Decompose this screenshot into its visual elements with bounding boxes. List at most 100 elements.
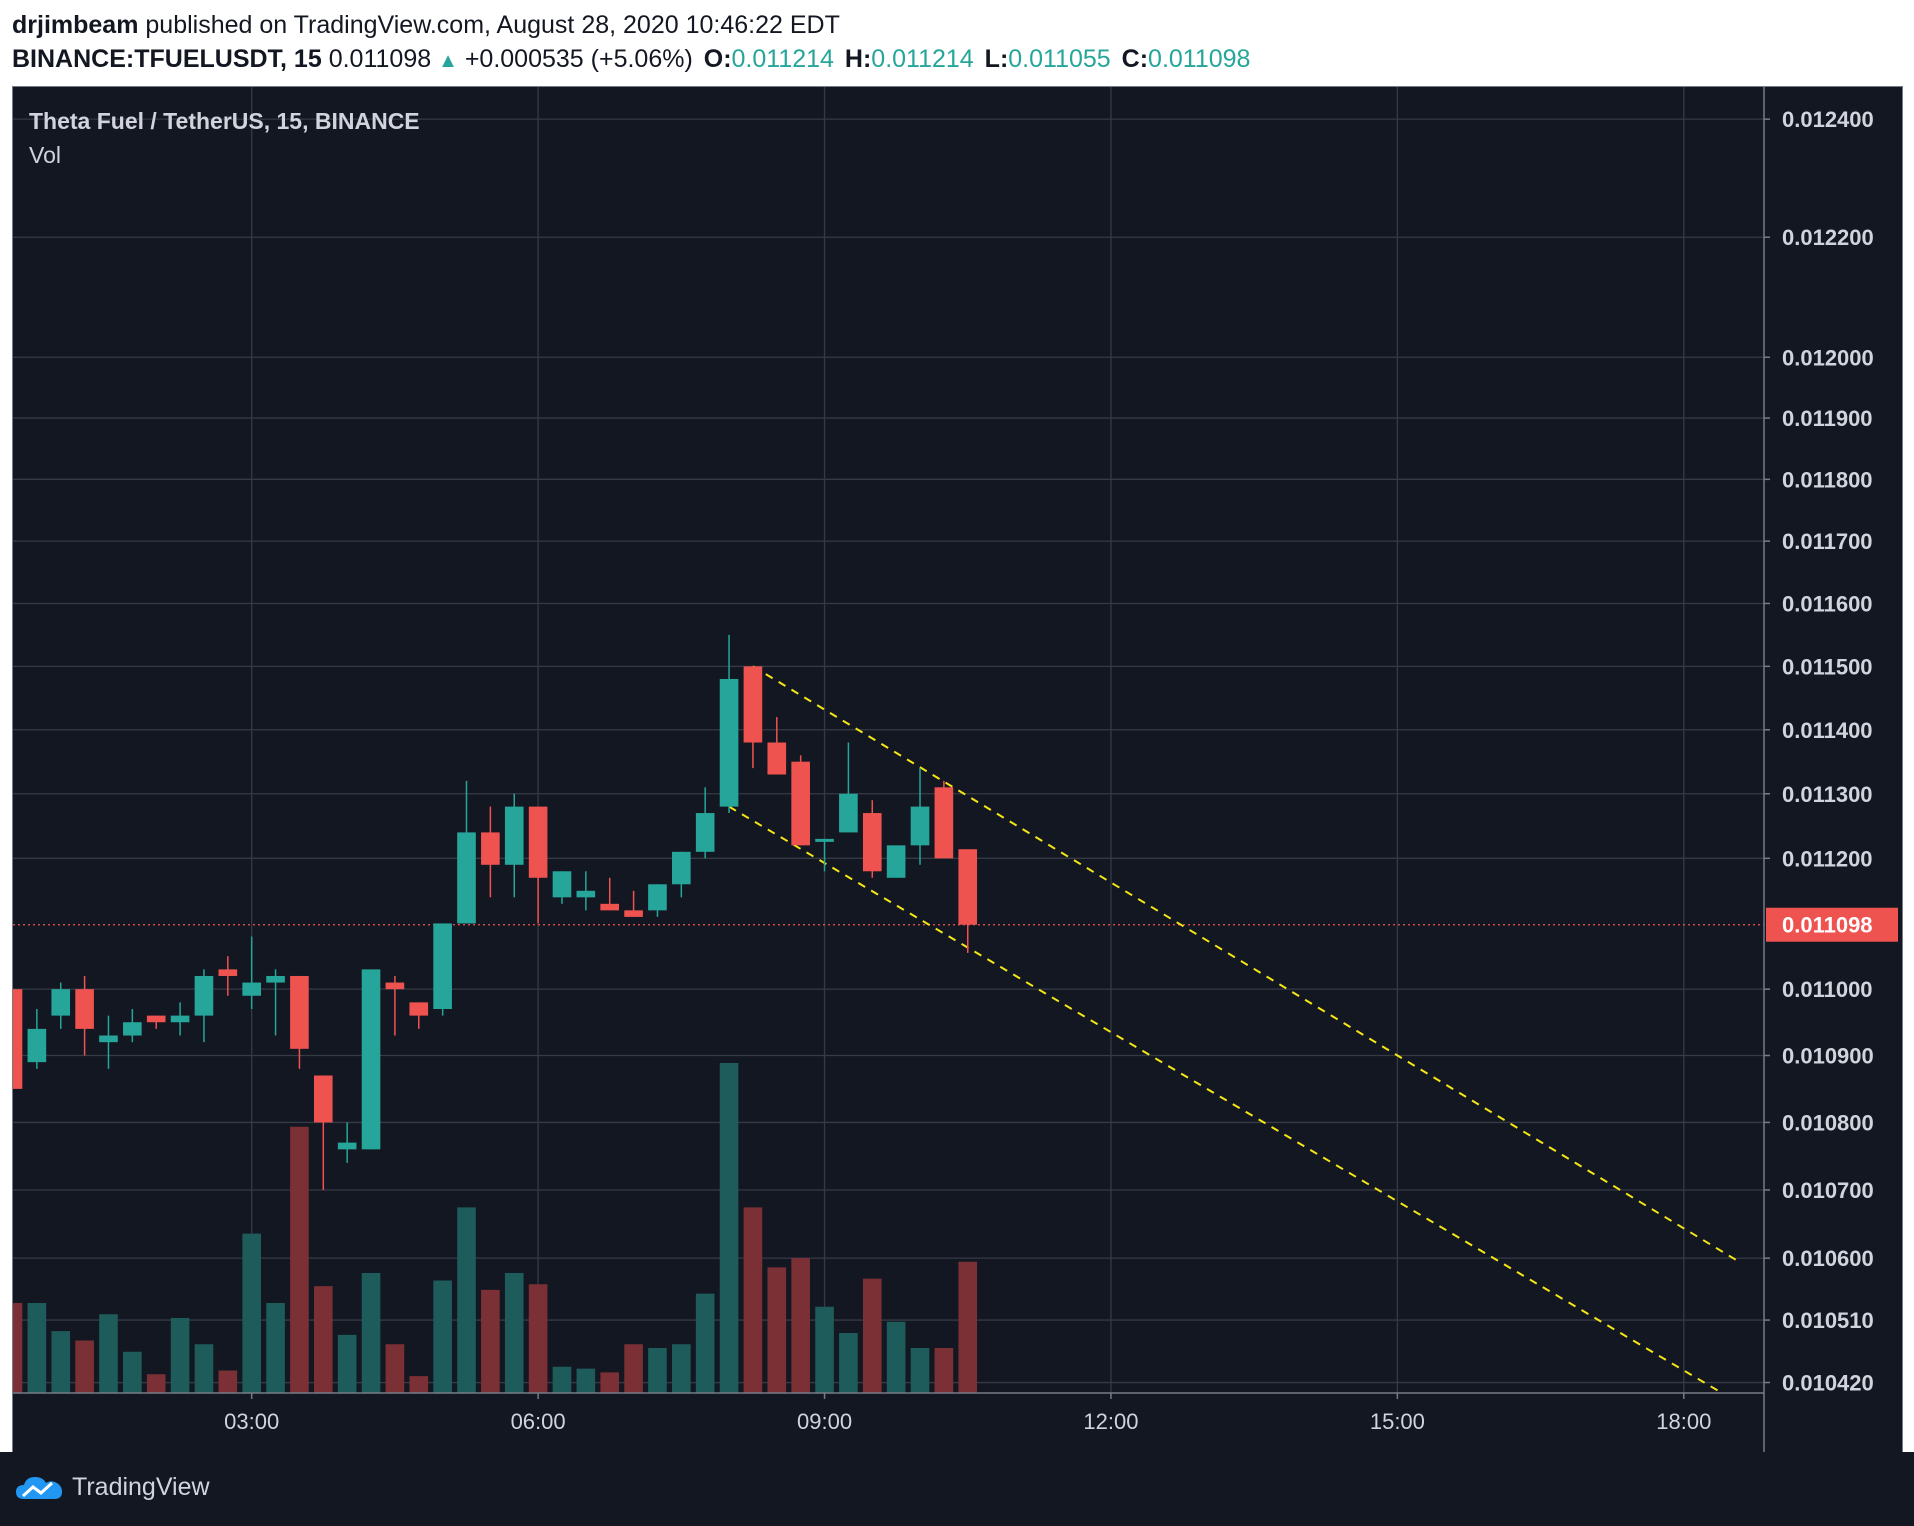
price-tick-label: 0.010900 bbox=[1782, 1043, 1874, 1068]
price-tick-label: 0.011600 bbox=[1782, 591, 1873, 616]
trendline bbox=[728, 805, 1723, 1394]
volume-bar bbox=[337, 1334, 357, 1393]
volume-bar bbox=[862, 1278, 882, 1393]
price-tick-label: 0.010600 bbox=[1782, 1246, 1874, 1271]
candle-body bbox=[27, 1028, 47, 1063]
price-tick-label: 0.011300 bbox=[1782, 782, 1873, 807]
candle-body bbox=[552, 871, 572, 898]
candle-body bbox=[672, 851, 691, 885]
time-tick-label: 03:00 bbox=[224, 1409, 279, 1434]
publish-header: drjimbeam published on TradingView.com, … bbox=[12, 8, 1902, 76]
candle-body bbox=[313, 1075, 333, 1123]
last-price-label: 0.011098 bbox=[1766, 907, 1898, 942]
price-tick-label: 0.010510 bbox=[1782, 1308, 1874, 1333]
candle-body bbox=[886, 845, 906, 878]
brand-text: TradingView bbox=[72, 1472, 210, 1501]
low-label: L: bbox=[984, 45, 1009, 73]
volume-bar bbox=[910, 1348, 930, 1393]
volume-bar bbox=[242, 1233, 261, 1393]
close-value: 0.011098 bbox=[1148, 45, 1251, 73]
price-tick-label: 0.012400 bbox=[1782, 107, 1874, 132]
candle-body bbox=[146, 1015, 166, 1023]
volume-bar bbox=[433, 1280, 452, 1393]
high-value: 0.011214 bbox=[871, 45, 974, 73]
candle-body bbox=[99, 1035, 118, 1043]
candle-body bbox=[13, 989, 23, 1089]
low-value: 0.011055 bbox=[1008, 45, 1111, 73]
volume-bar bbox=[481, 1289, 500, 1393]
last-price-badge-text: 0.011098 bbox=[1782, 913, 1873, 938]
candle-body bbox=[337, 1142, 357, 1150]
candle-body bbox=[504, 806, 524, 865]
published-text: published on TradingView.com, August 28,… bbox=[145, 11, 840, 39]
candle-body bbox=[266, 975, 285, 983]
footer: TradingView bbox=[0, 1452, 1914, 1526]
volume-bar bbox=[743, 1207, 763, 1393]
volume-bar bbox=[99, 1314, 118, 1393]
candles bbox=[13, 634, 978, 1190]
time-axis[interactable]: 03:00 06:00 09:00 12:00 15:00 18:00 bbox=[224, 1393, 1711, 1434]
volume-bar bbox=[313, 1286, 333, 1393]
volume-bar bbox=[75, 1340, 94, 1393]
last-price-badge bbox=[1766, 907, 1898, 942]
open-value: 0.011214 bbox=[731, 45, 834, 73]
time-tick-label: 12:00 bbox=[1083, 1409, 1138, 1434]
author-name[interactable]: drjimbeam bbox=[12, 11, 139, 39]
price-tick-label: 0.010800 bbox=[1782, 1110, 1874, 1135]
grid-lines bbox=[13, 87, 1764, 1393]
candle-body bbox=[481, 832, 500, 865]
high-label: H: bbox=[844, 45, 872, 73]
candle-body bbox=[719, 678, 739, 807]
volume-bar bbox=[648, 1348, 667, 1393]
price-tick-label: 0.012000 bbox=[1782, 345, 1874, 370]
volume-bar bbox=[457, 1207, 476, 1393]
time-tick-label: 18:00 bbox=[1656, 1409, 1711, 1434]
price-axis[interactable]: 0.012400 0.012200 0.012000 0.011900 0.011800… bbox=[1764, 107, 1874, 1396]
close-label: C: bbox=[1121, 45, 1149, 73]
volume-bar bbox=[719, 1063, 739, 1393]
volume-bar bbox=[815, 1306, 834, 1393]
candle-body bbox=[51, 989, 71, 1016]
volume-bar bbox=[600, 1372, 620, 1393]
candle-body bbox=[75, 989, 94, 1029]
volume-bar bbox=[576, 1368, 596, 1393]
candle-body bbox=[194, 975, 214, 1016]
volume-bar bbox=[839, 1333, 858, 1393]
tradingview-brand[interactable]: TradingView bbox=[14, 1472, 210, 1502]
volume-bar bbox=[170, 1318, 190, 1393]
candle-body bbox=[218, 969, 238, 976]
candle-body bbox=[457, 832, 476, 924]
volume-bar bbox=[361, 1273, 381, 1393]
price-tick-label: 0.011200 bbox=[1782, 846, 1873, 871]
symbol-name: BINANCE:TFUELUSDT, 15 bbox=[12, 45, 322, 73]
chart-legend-title[interactable]: Theta Fuel / TetherUS, 15, BINANCE bbox=[29, 108, 420, 134]
volume-bar bbox=[51, 1331, 71, 1393]
price-tick-label: 0.011800 bbox=[1782, 467, 1873, 492]
volume-bar bbox=[385, 1344, 405, 1393]
candle-body bbox=[433, 923, 452, 1009]
chart-container[interactable]: 0.012400 0.012200 0.012000 0.011900 0.011800… bbox=[12, 86, 1903, 1454]
volume-bars bbox=[13, 1063, 978, 1393]
candle-body bbox=[123, 1022, 142, 1036]
publish-line: drjimbeam published on TradingView.com, … bbox=[12, 8, 1902, 42]
candle-body bbox=[862, 813, 882, 872]
price-tick-label: 0.011400 bbox=[1782, 718, 1873, 743]
volume-bar bbox=[146, 1374, 166, 1393]
volume-bar bbox=[194, 1344, 214, 1393]
candle-body bbox=[767, 742, 787, 775]
symbol-info-line: BINANCE:TFUELUSDT, 15 0.011098 ▲ +0.0005… bbox=[12, 42, 1902, 76]
volume-bar bbox=[409, 1376, 429, 1393]
volume-legend[interactable]: Vol bbox=[29, 142, 61, 168]
trendline bbox=[752, 665, 1742, 1264]
candle-body bbox=[528, 806, 548, 878]
price-tick-label: 0.010420 bbox=[1782, 1371, 1874, 1396]
up-triangle-icon: ▲ bbox=[438, 50, 458, 72]
price-tick-label: 0.011000 bbox=[1782, 977, 1873, 1002]
candle-body bbox=[910, 806, 930, 846]
volume-bar bbox=[27, 1303, 47, 1393]
volume-bar bbox=[528, 1284, 548, 1393]
trendlines[interactable] bbox=[728, 665, 1742, 1394]
volume-bar bbox=[672, 1344, 691, 1393]
price-chart[interactable]: 0.012400 0.012200 0.012000 0.011900 0.011800… bbox=[13, 87, 1902, 1453]
time-tick-label: 15:00 bbox=[1370, 1409, 1425, 1434]
